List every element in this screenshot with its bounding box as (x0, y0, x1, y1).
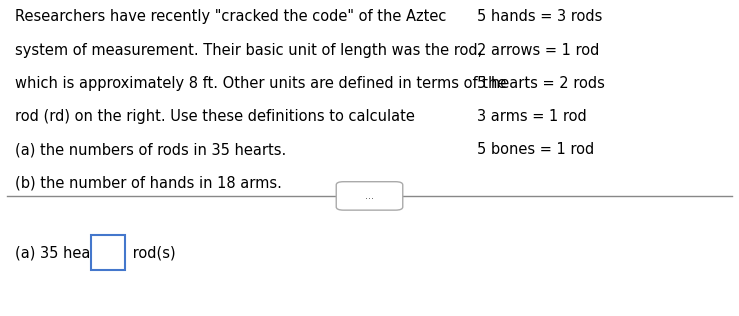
FancyBboxPatch shape (92, 235, 125, 270)
Text: 5 hearts = 2 rods: 5 hearts = 2 rods (477, 76, 605, 91)
Text: system of measurement. Their basic unit of length was the rod,: system of measurement. Their basic unit … (15, 43, 482, 58)
Text: which is approximately 8 ft. Other units are defined in terms of the: which is approximately 8 ft. Other units… (15, 76, 506, 91)
Text: 5 bones = 1 rod: 5 bones = 1 rod (477, 142, 594, 157)
FancyBboxPatch shape (336, 182, 403, 210)
Text: (a) the numbers of rods in 35 hearts.: (a) the numbers of rods in 35 hearts. (15, 142, 286, 157)
Text: rod (rd) on the right. Use these definitions to calculate: rod (rd) on the right. Use these definit… (15, 109, 415, 124)
Text: 3 arms = 1 rod: 3 arms = 1 rod (477, 109, 587, 124)
Text: 2 arrows = 1 rod: 2 arrows = 1 rod (477, 43, 599, 58)
Text: Researchers have recently "cracked the code" of the Aztec: Researchers have recently "cracked the c… (15, 9, 446, 24)
Text: 5 hands = 3 rods: 5 hands = 3 rods (477, 9, 602, 24)
Text: (b) the number of hands in 18 arms.: (b) the number of hands in 18 arms. (15, 175, 282, 190)
Text: rod(s): rod(s) (129, 245, 176, 260)
Text: (a) 35 hearts =: (a) 35 hearts = (15, 245, 131, 260)
Text: ...: ... (365, 191, 374, 201)
